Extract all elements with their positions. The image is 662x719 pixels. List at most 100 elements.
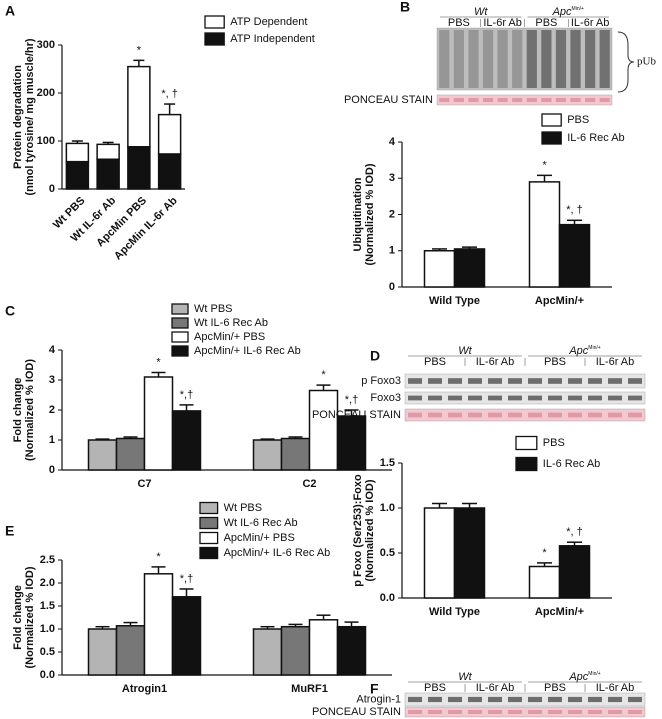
bar — [336, 415, 367, 471]
blot-band — [608, 412, 622, 418]
lane-label: PBS — [535, 17, 557, 29]
y-tick-label: 2.5 — [40, 554, 55, 566]
y-tick-label: 0 — [49, 183, 55, 195]
legend-swatch — [515, 435, 538, 451]
blot-band — [599, 30, 610, 88]
legend-swatch — [204, 15, 225, 29]
lane-label: PBS — [424, 356, 446, 368]
blot-band — [568, 395, 582, 401]
y-axis-label: Ubiquitination — [352, 177, 364, 251]
blot-band — [448, 710, 462, 714]
lane-label: IL-6r Ab — [571, 17, 610, 29]
y-axis-label: Fold change — [12, 585, 24, 650]
y-tick-label: 1.0 — [380, 502, 395, 514]
y-tick-label: 4 — [49, 344, 56, 356]
bar — [127, 65, 151, 148]
lane-label: PBS — [448, 17, 470, 29]
blot-band — [570, 98, 581, 102]
panel-label: F — [370, 681, 379, 697]
blot-band — [628, 378, 642, 384]
bar — [87, 439, 118, 471]
legend-label: PBS — [543, 437, 565, 449]
y-tick-label: 0.5 — [40, 646, 55, 658]
legend-label: ATP Dependent — [230, 16, 307, 28]
blot-strip — [436, 27, 613, 91]
blot-band — [528, 412, 542, 418]
blot-band — [608, 395, 622, 401]
blot-band — [585, 98, 596, 102]
bar — [157, 153, 182, 190]
bar — [528, 181, 561, 288]
blot-band — [453, 98, 464, 102]
blot-band — [439, 98, 450, 102]
y-axis-label: Fold change — [12, 378, 24, 443]
x-tick-label: MuRF1 — [291, 683, 328, 695]
blot-band — [568, 378, 582, 384]
legend-swatch — [199, 516, 219, 530]
blot-band — [508, 378, 522, 384]
blot-band — [488, 378, 502, 384]
blot-band — [568, 710, 582, 714]
y-axis-label: Protein degradation — [12, 65, 24, 169]
bar — [87, 628, 118, 676]
legend-swatch — [541, 113, 562, 127]
y-tick-label: 1 — [389, 245, 395, 257]
group-superscript: Min/+ — [572, 6, 584, 12]
panel-label: B — [400, 0, 410, 15]
blot-band — [439, 30, 450, 88]
bar — [143, 376, 174, 471]
row-label: p Foxo3 — [361, 375, 401, 387]
y-tick-label: 0.0 — [380, 592, 395, 604]
y-tick-label: 3 — [389, 172, 395, 184]
bar — [308, 389, 339, 471]
blot-band — [408, 395, 422, 401]
blot-band — [628, 710, 642, 714]
legend-label: Wt PBS — [224, 502, 263, 514]
y-axis-label: (Normalized % IOD) — [364, 163, 376, 265]
blot-strip — [404, 408, 646, 422]
significance-label: * — [542, 547, 547, 559]
significance-label: *,† — [345, 394, 358, 406]
blot-band — [512, 30, 523, 88]
blot-band — [497, 98, 508, 102]
blot-band — [568, 696, 582, 703]
bracket — [617, 31, 635, 93]
bar — [96, 143, 120, 160]
legend-swatch — [171, 317, 189, 329]
group-name: Apc — [552, 6, 572, 18]
significance-label: * — [156, 551, 161, 563]
legend-label: IL-6 Rec Ab — [543, 458, 600, 470]
group-label: ApcMin/+ — [552, 6, 584, 18]
lane-label: PBS — [544, 356, 566, 368]
blot-band — [488, 395, 502, 401]
blot-band — [497, 30, 508, 88]
blot-band — [548, 412, 562, 418]
group-label: ApcMin/+ — [568, 345, 600, 357]
x-tick-label: Wild Type — [429, 606, 480, 618]
blot-band — [468, 696, 482, 703]
group-label: ApcMin/+ — [568, 671, 600, 683]
blot-band — [448, 696, 462, 703]
y-tick-label: 4 — [389, 136, 396, 148]
blot-band — [428, 395, 442, 401]
bar — [453, 507, 486, 599]
blot-band — [468, 395, 482, 401]
group-name: Apc — [568, 671, 588, 683]
blot-band — [526, 98, 537, 102]
legend-label: Wt IL-6 Rec Ab — [224, 517, 298, 529]
blot-band — [488, 412, 502, 418]
y-tick-label: 1.0 — [40, 623, 55, 635]
y-tick-label: 0 — [389, 281, 395, 293]
x-tick-label: ApcMin/+ — [535, 295, 584, 307]
y-axis-label: (Normalized % IOD) — [24, 359, 36, 461]
legend-label: ApcMin/+ PBS — [224, 532, 295, 544]
group-label: Wt — [474, 6, 488, 18]
panel-label: E — [5, 523, 14, 539]
significance-label: * — [542, 159, 547, 171]
blot-band — [608, 378, 622, 384]
legend-label: ApcMin/+ IL-6 Rec Ab — [194, 345, 301, 357]
bar — [115, 625, 146, 676]
blot-band — [548, 378, 562, 384]
blot-band — [599, 98, 610, 102]
lane-label: IL-6r Ab — [483, 17, 522, 29]
